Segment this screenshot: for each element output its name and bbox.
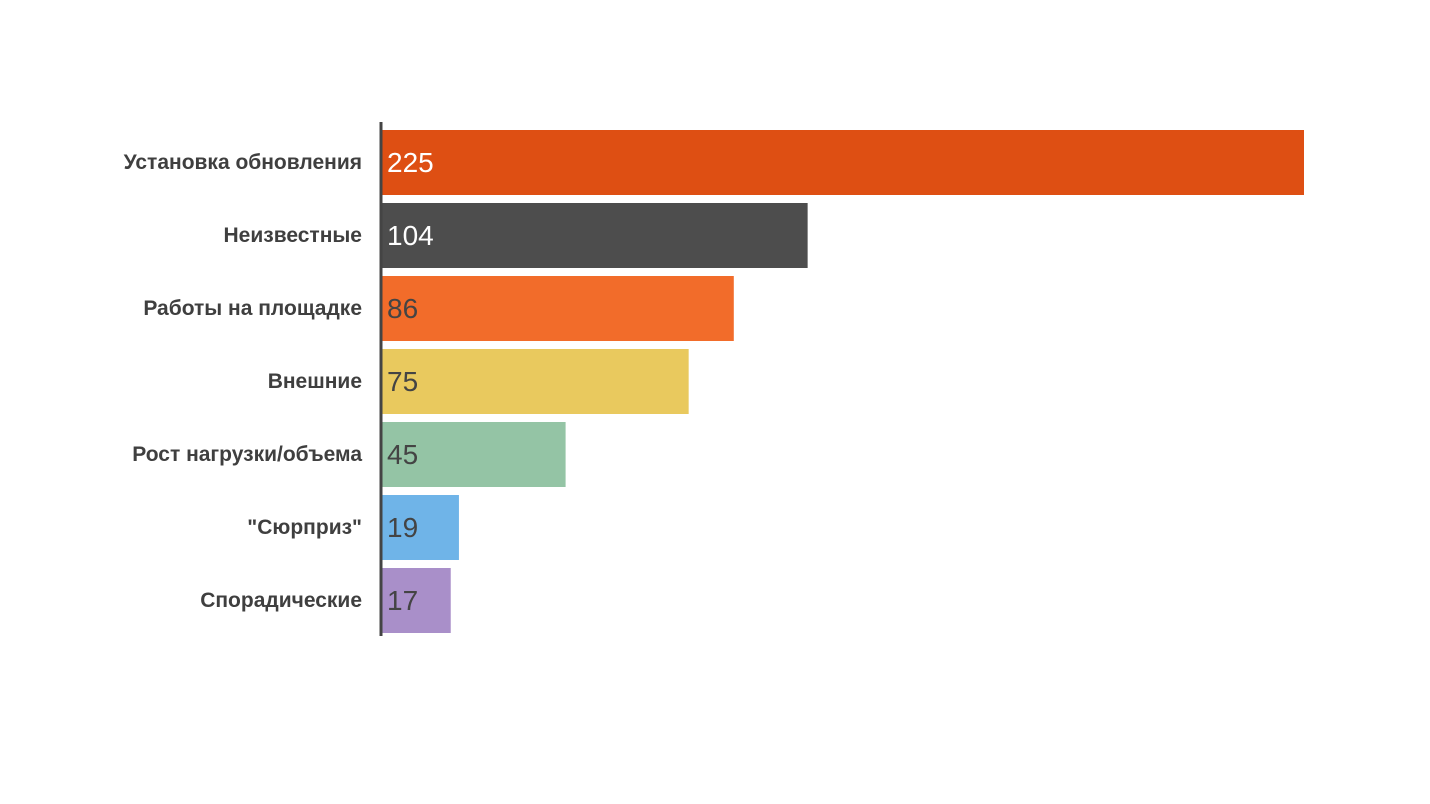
value-label-0: 225 — [387, 147, 434, 178]
bar-0 — [381, 130, 1304, 195]
category-label-1: Неизвестные — [224, 224, 363, 247]
value-label-5: 19 — [387, 512, 418, 543]
category-label-6: Спорадические — [200, 589, 362, 612]
value-labels-group: 225 104 86 75 45 19 17 — [387, 147, 434, 616]
bar-2 — [381, 276, 734, 341]
category-label-2: Работы на площадке — [143, 297, 362, 320]
category-labels-group: Установка обновления Неизвестные Работы на… — [124, 151, 363, 612]
bar-6 — [381, 568, 451, 633]
category-label-3: Внешние — [268, 370, 362, 393]
category-label-0: Установка обновления — [124, 151, 362, 174]
value-label-2: 86 — [387, 293, 418, 324]
value-label-1: 104 — [387, 220, 434, 251]
bar-4 — [381, 422, 566, 487]
bar-1 — [381, 203, 808, 268]
bars-group — [381, 130, 1304, 633]
bar-3 — [381, 349, 689, 414]
value-label-3: 75 — [387, 366, 418, 397]
value-label-6: 17 — [387, 585, 418, 616]
bar-5 — [381, 495, 459, 560]
value-label-4: 45 — [387, 439, 418, 470]
category-label-5: "Сюрприз" — [247, 516, 362, 539]
category-label-4: Рост нагрузки/объема — [132, 443, 362, 466]
